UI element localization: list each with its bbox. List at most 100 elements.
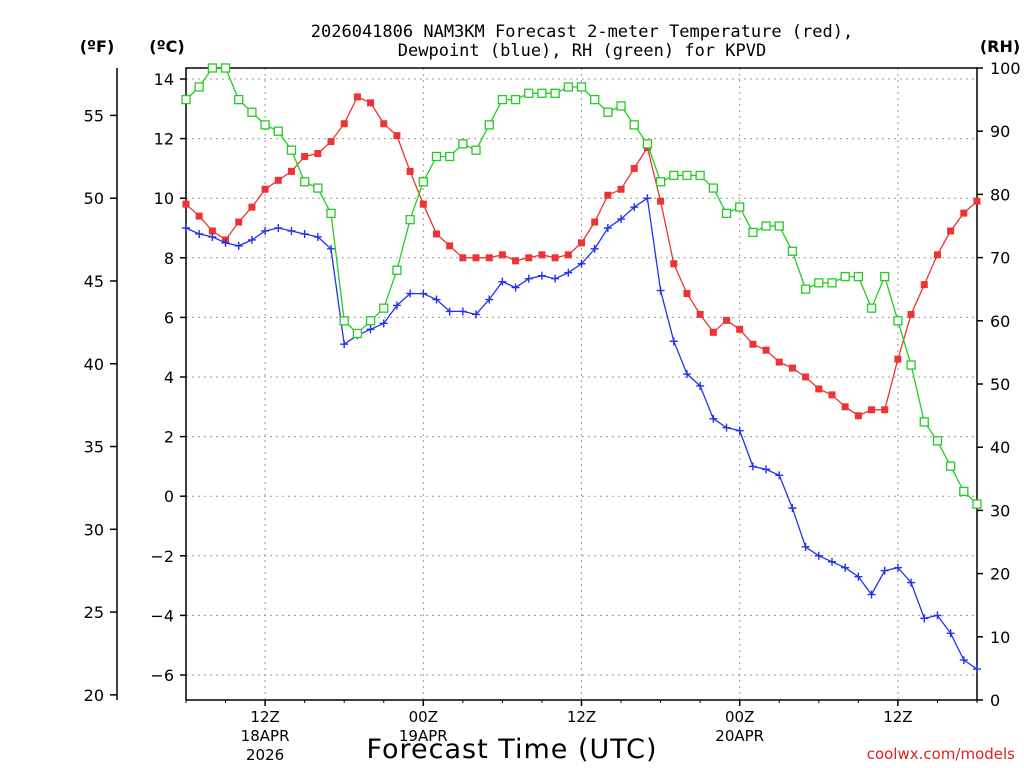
data-point-rh — [695, 170, 705, 181]
data-point-2-meter-temperature — [973, 197, 981, 205]
plot-frame — [185, 67, 978, 701]
data-point-rh — [313, 183, 323, 193]
data-point-rh — [893, 316, 903, 326]
data-point-2-meter-temperature — [472, 254, 480, 262]
data-point-rh — [563, 82, 573, 92]
rh-tick-label: 70 — [990, 249, 1010, 268]
data-point-dewpoint — [564, 268, 573, 277]
data-point-dewpoint — [907, 578, 916, 587]
data-point-rh — [405, 215, 415, 225]
rh-tick-label: 30 — [990, 501, 1010, 520]
data-point-dewpoint — [854, 572, 863, 581]
data-point-dewpoint — [274, 224, 283, 232]
data-point-rh — [787, 246, 798, 256]
rh-tick-label: 40 — [990, 438, 1010, 457]
data-point-rh — [642, 139, 653, 149]
data-point-2-meter-temperature — [736, 325, 744, 333]
data-point-dewpoint — [551, 274, 560, 283]
x-tick-label: 12Z — [250, 708, 279, 726]
data-point-2-meter-temperature — [670, 260, 678, 268]
x-tick-year-label: 2026 — [246, 746, 284, 764]
data-point-2-meter-temperature — [907, 310, 915, 318]
data-point-rh — [906, 360, 916, 370]
fahrenheit-tick-label: 35 — [84, 438, 104, 457]
data-point-rh — [932, 436, 943, 446]
data-point-2-meter-temperature — [406, 167, 414, 175]
data-point-dewpoint — [643, 194, 652, 203]
data-point-rh — [708, 183, 718, 193]
data-point-2-meter-temperature — [301, 152, 309, 160]
data-point-dewpoint — [735, 426, 744, 435]
x-tick-label: 00Z — [725, 708, 754, 726]
data-point-2-meter-temperature — [538, 251, 546, 259]
rh-tick-label: 50 — [990, 375, 1010, 394]
data-point-rh — [748, 227, 758, 237]
data-point-2-meter-temperature — [868, 406, 876, 414]
gridlines — [186, 68, 977, 700]
data-point-2-meter-temperature — [960, 209, 968, 217]
data-point-dewpoint — [300, 229, 309, 238]
data-point-dewpoint — [617, 215, 626, 224]
rh-tick-label: 20 — [990, 565, 1010, 584]
x-tick-label: 12Z — [567, 708, 596, 726]
chart-title-line1: 2026041806 NAM3KM Forecast 2-meter Tempe… — [311, 22, 853, 42]
data-point-2-meter-temperature — [512, 257, 520, 265]
data-point-rh — [458, 139, 468, 149]
data-point-2-meter-temperature — [182, 200, 190, 208]
x-tick-date-label: 18APR — [241, 727, 290, 745]
data-point-dewpoint — [959, 656, 968, 665]
data-point-dewpoint — [630, 203, 639, 212]
data-point-rh — [471, 145, 481, 155]
data-point-2-meter-temperature — [498, 251, 506, 259]
data-point-2-meter-temperature — [353, 93, 361, 101]
data-point-rh — [814, 278, 824, 288]
data-point-2-meter-temperature — [762, 346, 770, 354]
data-point-rh — [669, 170, 679, 181]
celsius-tick-label: 8 — [164, 249, 174, 268]
celsius-tick-label: 4 — [164, 368, 174, 387]
rh-tick-label: 60 — [990, 312, 1010, 331]
data-point-dewpoint — [946, 629, 955, 638]
data-point-2-meter-temperature — [749, 340, 757, 348]
axes: 555045403530252014121086420−2−4−61009080… — [84, 59, 1021, 710]
data-point-2-meter-temperature — [920, 281, 928, 289]
data-point-dewpoint — [445, 307, 454, 316]
series-2-meter-temperature — [182, 93, 981, 420]
data-point-2-meter-temperature — [828, 391, 836, 399]
data-point-dewpoint — [880, 566, 889, 575]
data-point-rh — [273, 126, 283, 136]
data-point-2-meter-temperature — [446, 242, 454, 250]
data-point-dewpoint — [933, 611, 942, 620]
data-point-dewpoint — [590, 244, 599, 253]
data-point-dewpoint — [748, 462, 757, 471]
data-point-dewpoint — [485, 295, 494, 304]
rh-tick-label: 90 — [990, 122, 1010, 141]
data-point-rh — [761, 221, 771, 231]
data-point-rh — [524, 88, 534, 98]
rh-tick-label: 10 — [990, 628, 1010, 647]
data-point-dewpoint — [287, 226, 296, 235]
data-point-rh — [853, 271, 863, 282]
data-point-2-meter-temperature — [393, 132, 401, 140]
data-point-dewpoint — [920, 614, 929, 623]
data-point-dewpoint — [682, 370, 691, 379]
series-line-2-meter-temperature — [185, 96, 978, 417]
data-point-2-meter-temperature — [617, 185, 625, 193]
data-point-rh — [247, 107, 257, 117]
data-point-rh — [326, 208, 336, 219]
rh-tick-label: 80 — [990, 185, 1010, 204]
data-point-dewpoint — [669, 337, 678, 346]
credit-text: coolwx.com/models — [867, 745, 1015, 763]
celsius-tick-label: −4 — [150, 606, 174, 625]
data-point-rh — [537, 88, 547, 98]
data-point-rh — [616, 101, 626, 111]
data-point-rh — [629, 120, 639, 130]
data-point-rh — [510, 94, 521, 105]
data-point-rh — [800, 284, 811, 294]
data-point-dewpoint — [419, 289, 428, 298]
celsius-tick-label: −6 — [150, 666, 174, 685]
data-point-rh — [484, 120, 494, 130]
data-point-rh — [445, 151, 455, 162]
data-point-rh — [655, 177, 666, 187]
